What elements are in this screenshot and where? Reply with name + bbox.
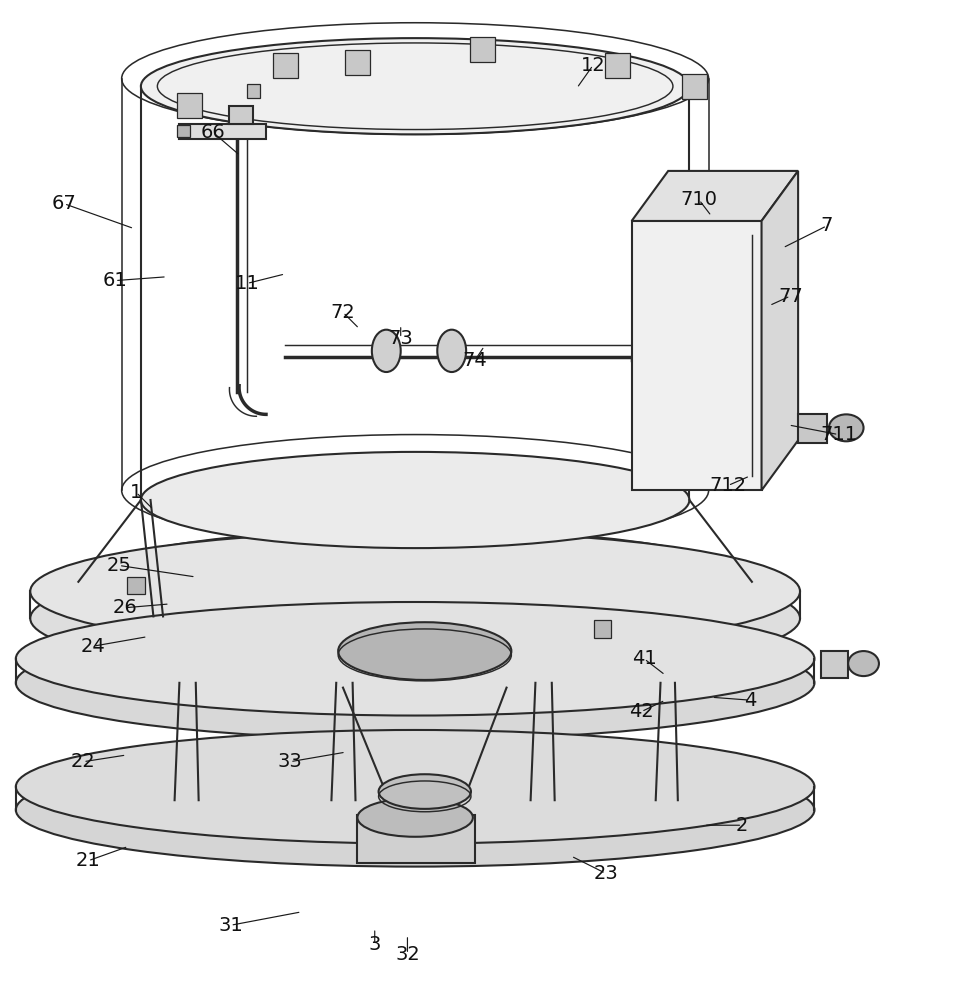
Ellipse shape: [15, 753, 814, 867]
Text: 42: 42: [629, 702, 653, 721]
Bar: [178, 125, 190, 137]
Polygon shape: [632, 171, 798, 221]
Ellipse shape: [15, 626, 814, 740]
Bar: [470, 37, 495, 62]
Bar: [177, 93, 202, 118]
Ellipse shape: [357, 798, 473, 837]
Text: 711: 711: [820, 425, 857, 444]
Text: 21: 21: [75, 851, 100, 870]
Bar: [273, 53, 298, 78]
Text: 7: 7: [821, 216, 833, 235]
Ellipse shape: [141, 452, 689, 548]
Text: 31: 31: [218, 916, 243, 935]
Bar: [357, 815, 475, 863]
Ellipse shape: [15, 730, 814, 844]
Text: 4: 4: [744, 691, 757, 710]
Ellipse shape: [30, 531, 800, 652]
Polygon shape: [761, 171, 798, 490]
Text: 3: 3: [369, 935, 381, 954]
Bar: [594, 620, 612, 638]
Text: 2: 2: [736, 816, 749, 835]
Ellipse shape: [372, 330, 400, 372]
Ellipse shape: [141, 38, 689, 134]
Text: 61: 61: [102, 271, 127, 290]
Ellipse shape: [848, 651, 879, 676]
Bar: [632, 221, 761, 490]
Text: 26: 26: [112, 598, 137, 617]
Text: 25: 25: [106, 556, 131, 575]
Text: 1: 1: [130, 483, 142, 502]
Ellipse shape: [378, 774, 471, 809]
Ellipse shape: [829, 414, 864, 441]
Text: 73: 73: [388, 329, 413, 348]
Text: 33: 33: [278, 752, 302, 771]
Bar: [247, 84, 261, 98]
Text: 22: 22: [70, 752, 96, 771]
Ellipse shape: [30, 558, 800, 678]
Text: 12: 12: [581, 56, 605, 75]
Text: 32: 32: [395, 945, 420, 964]
Bar: [821, 651, 848, 678]
Ellipse shape: [437, 330, 466, 372]
Bar: [179, 124, 266, 139]
Text: 11: 11: [234, 274, 260, 293]
Text: 77: 77: [778, 287, 803, 306]
Bar: [230, 106, 254, 124]
Ellipse shape: [338, 622, 511, 680]
Bar: [681, 74, 706, 99]
Text: 23: 23: [593, 864, 618, 883]
Ellipse shape: [78, 529, 752, 635]
Bar: [127, 577, 145, 594]
Text: 66: 66: [201, 123, 226, 142]
Ellipse shape: [15, 602, 814, 716]
Text: 41: 41: [632, 649, 656, 668]
Bar: [798, 414, 827, 443]
Bar: [605, 53, 630, 78]
Text: 74: 74: [462, 351, 487, 370]
Text: 712: 712: [709, 476, 747, 495]
Text: 710: 710: [680, 190, 718, 209]
Text: 24: 24: [80, 637, 105, 656]
Text: 67: 67: [51, 194, 76, 213]
Bar: [345, 50, 370, 75]
Text: 72: 72: [331, 303, 355, 322]
